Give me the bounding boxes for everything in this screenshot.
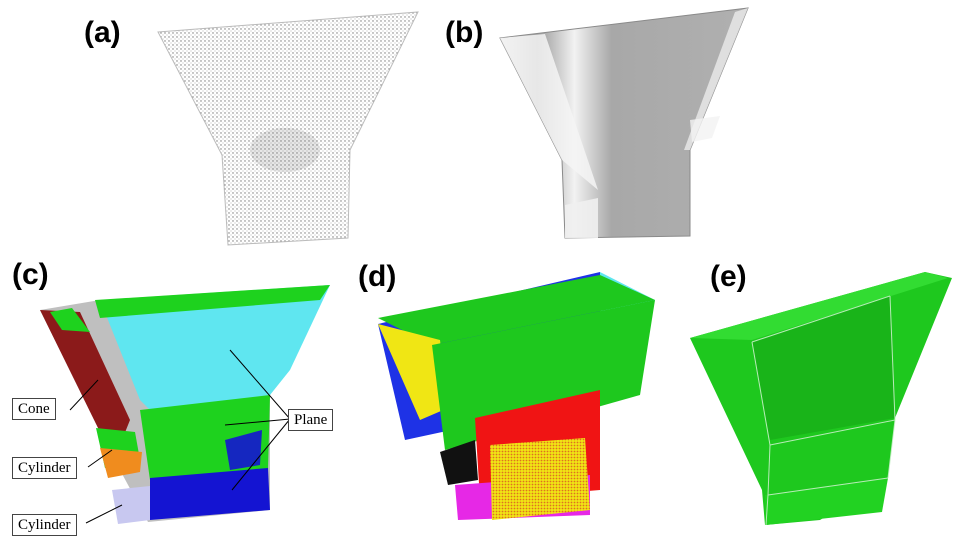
panel-c-segmentation [40,285,330,524]
panel-label-b: (b) [445,16,484,49]
panel-e-cad-model [690,272,952,526]
panel-label-d: (d) [358,260,397,293]
panel-label-a: (a) [84,16,121,49]
panel-label-c: (c) [12,258,49,291]
annotation-cone: Cone [12,398,56,420]
annotation-cylinder-upper: Cylinder [12,457,77,479]
panel-b-mesh [499,7,749,239]
panel-a-point-cloud [157,11,419,246]
panel-c-arrows [69,349,291,524]
panel-d-primitives [378,272,655,520]
annotation-cylinder-lower: Cylinder [12,514,77,536]
annotation-plane: Plane [288,409,334,431]
panel-label-e: (e) [710,260,747,293]
